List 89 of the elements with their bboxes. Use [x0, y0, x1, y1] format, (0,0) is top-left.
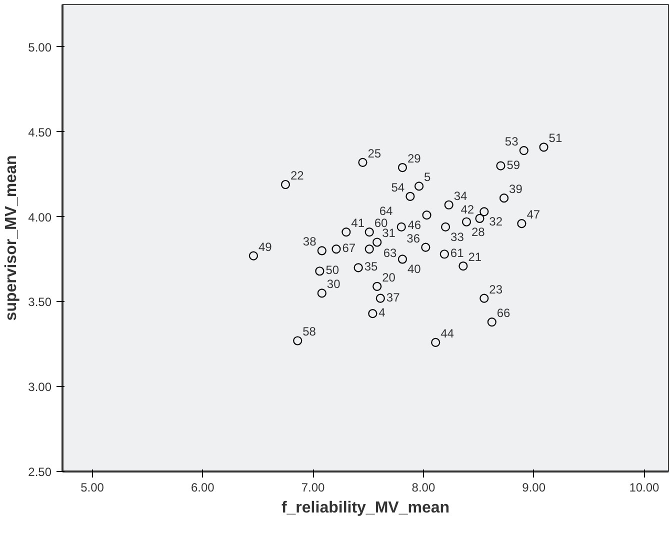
point: [519, 146, 528, 156]
annotation: 23: [489, 282, 503, 296]
annotation: 58: [302, 324, 316, 339]
x-tick-label: 6.00: [191, 480, 215, 494]
annotation: 37: [386, 290, 400, 304]
point: [315, 266, 324, 276]
y-axis-title: supervisor_MV_mean: [3, 155, 20, 321]
point: [444, 200, 454, 210]
annotation: 39: [509, 182, 523, 196]
x-tick-label: 5.00: [80, 480, 104, 494]
point: [364, 244, 374, 254]
x-axis-title: f_reliability_MV_mean: [281, 500, 450, 516]
x-tick-label: 8.00: [412, 480, 436, 494]
annotation: 61: [450, 246, 464, 260]
point: [342, 228, 351, 237]
annotation: 35: [364, 260, 378, 274]
y-tick-label: 3.50: [28, 295, 52, 310]
annotation: 40: [407, 262, 422, 276]
point: [372, 238, 382, 247]
point: [317, 246, 326, 256]
x-tick-label: 7.00: [301, 480, 326, 494]
annotation: 59: [506, 158, 520, 172]
point: [458, 261, 468, 271]
point: [539, 142, 548, 152]
y-tick-label: 4.50: [28, 125, 52, 140]
point: [462, 217, 472, 226]
point: [358, 158, 368, 167]
point: [499, 194, 509, 203]
point: [317, 288, 326, 298]
point: [487, 318, 496, 327]
annotation: 50: [326, 263, 340, 278]
annotation: 29: [407, 152, 422, 166]
annotation: 31: [382, 226, 396, 240]
point: [398, 254, 408, 264]
annotation: 22: [290, 168, 304, 183]
annotation: 38: [302, 234, 317, 249]
x-tick-label: 9.00: [522, 480, 546, 494]
point: [440, 222, 450, 232]
point: [332, 244, 341, 254]
point: [517, 219, 526, 228]
point: [480, 294, 489, 303]
annotation: 54: [391, 180, 405, 194]
y-tick-label: 2.50: [28, 465, 52, 479]
y-tick-label: 4.00: [28, 210, 52, 224]
point: [248, 251, 258, 260]
point: [368, 309, 378, 318]
point: [431, 338, 440, 347]
point: [354, 263, 363, 272]
point: [414, 182, 424, 191]
annotation: 36: [406, 231, 420, 246]
annotation: 42: [460, 202, 474, 216]
annotation: 5: [424, 170, 432, 184]
annotation: 53: [504, 134, 519, 149]
annotation: 30: [326, 277, 341, 292]
point: [364, 228, 374, 237]
point: [396, 222, 406, 232]
point: [422, 210, 432, 220]
point: [440, 250, 449, 259]
point: [475, 214, 484, 224]
point: [480, 207, 489, 216]
annotation: 47: [526, 208, 540, 222]
annotation: 32: [489, 214, 503, 229]
annotation: 51: [548, 131, 562, 146]
point: [398, 162, 408, 172]
annotation: 66: [496, 306, 511, 320]
annotation: 63: [383, 246, 398, 260]
annotation: 33: [450, 230, 464, 244]
x-tick-label: 10.00: [629, 480, 660, 494]
annotation: 67: [342, 241, 356, 256]
annotation: 41: [351, 216, 365, 230]
point: [421, 242, 430, 252]
point: [293, 336, 302, 346]
y-tick-label: 3.00: [28, 380, 52, 394]
point: [406, 192, 415, 201]
point: [280, 180, 290, 190]
annotation: 4: [378, 306, 386, 320]
annotation: 49: [258, 240, 272, 254]
point: [372, 282, 382, 291]
point: [376, 294, 385, 303]
annotation: 20: [382, 270, 396, 284]
annotation: 21: [468, 250, 482, 264]
point: [496, 161, 506, 170]
annotation: 28: [472, 224, 486, 239]
y-tick-label: 5.00: [28, 40, 52, 54]
annotation: 44: [440, 326, 454, 340]
annotation: 34: [454, 188, 468, 203]
annotation: 46: [408, 218, 422, 232]
annotation: 25: [368, 146, 382, 160]
annotation: 64: [379, 204, 394, 218]
